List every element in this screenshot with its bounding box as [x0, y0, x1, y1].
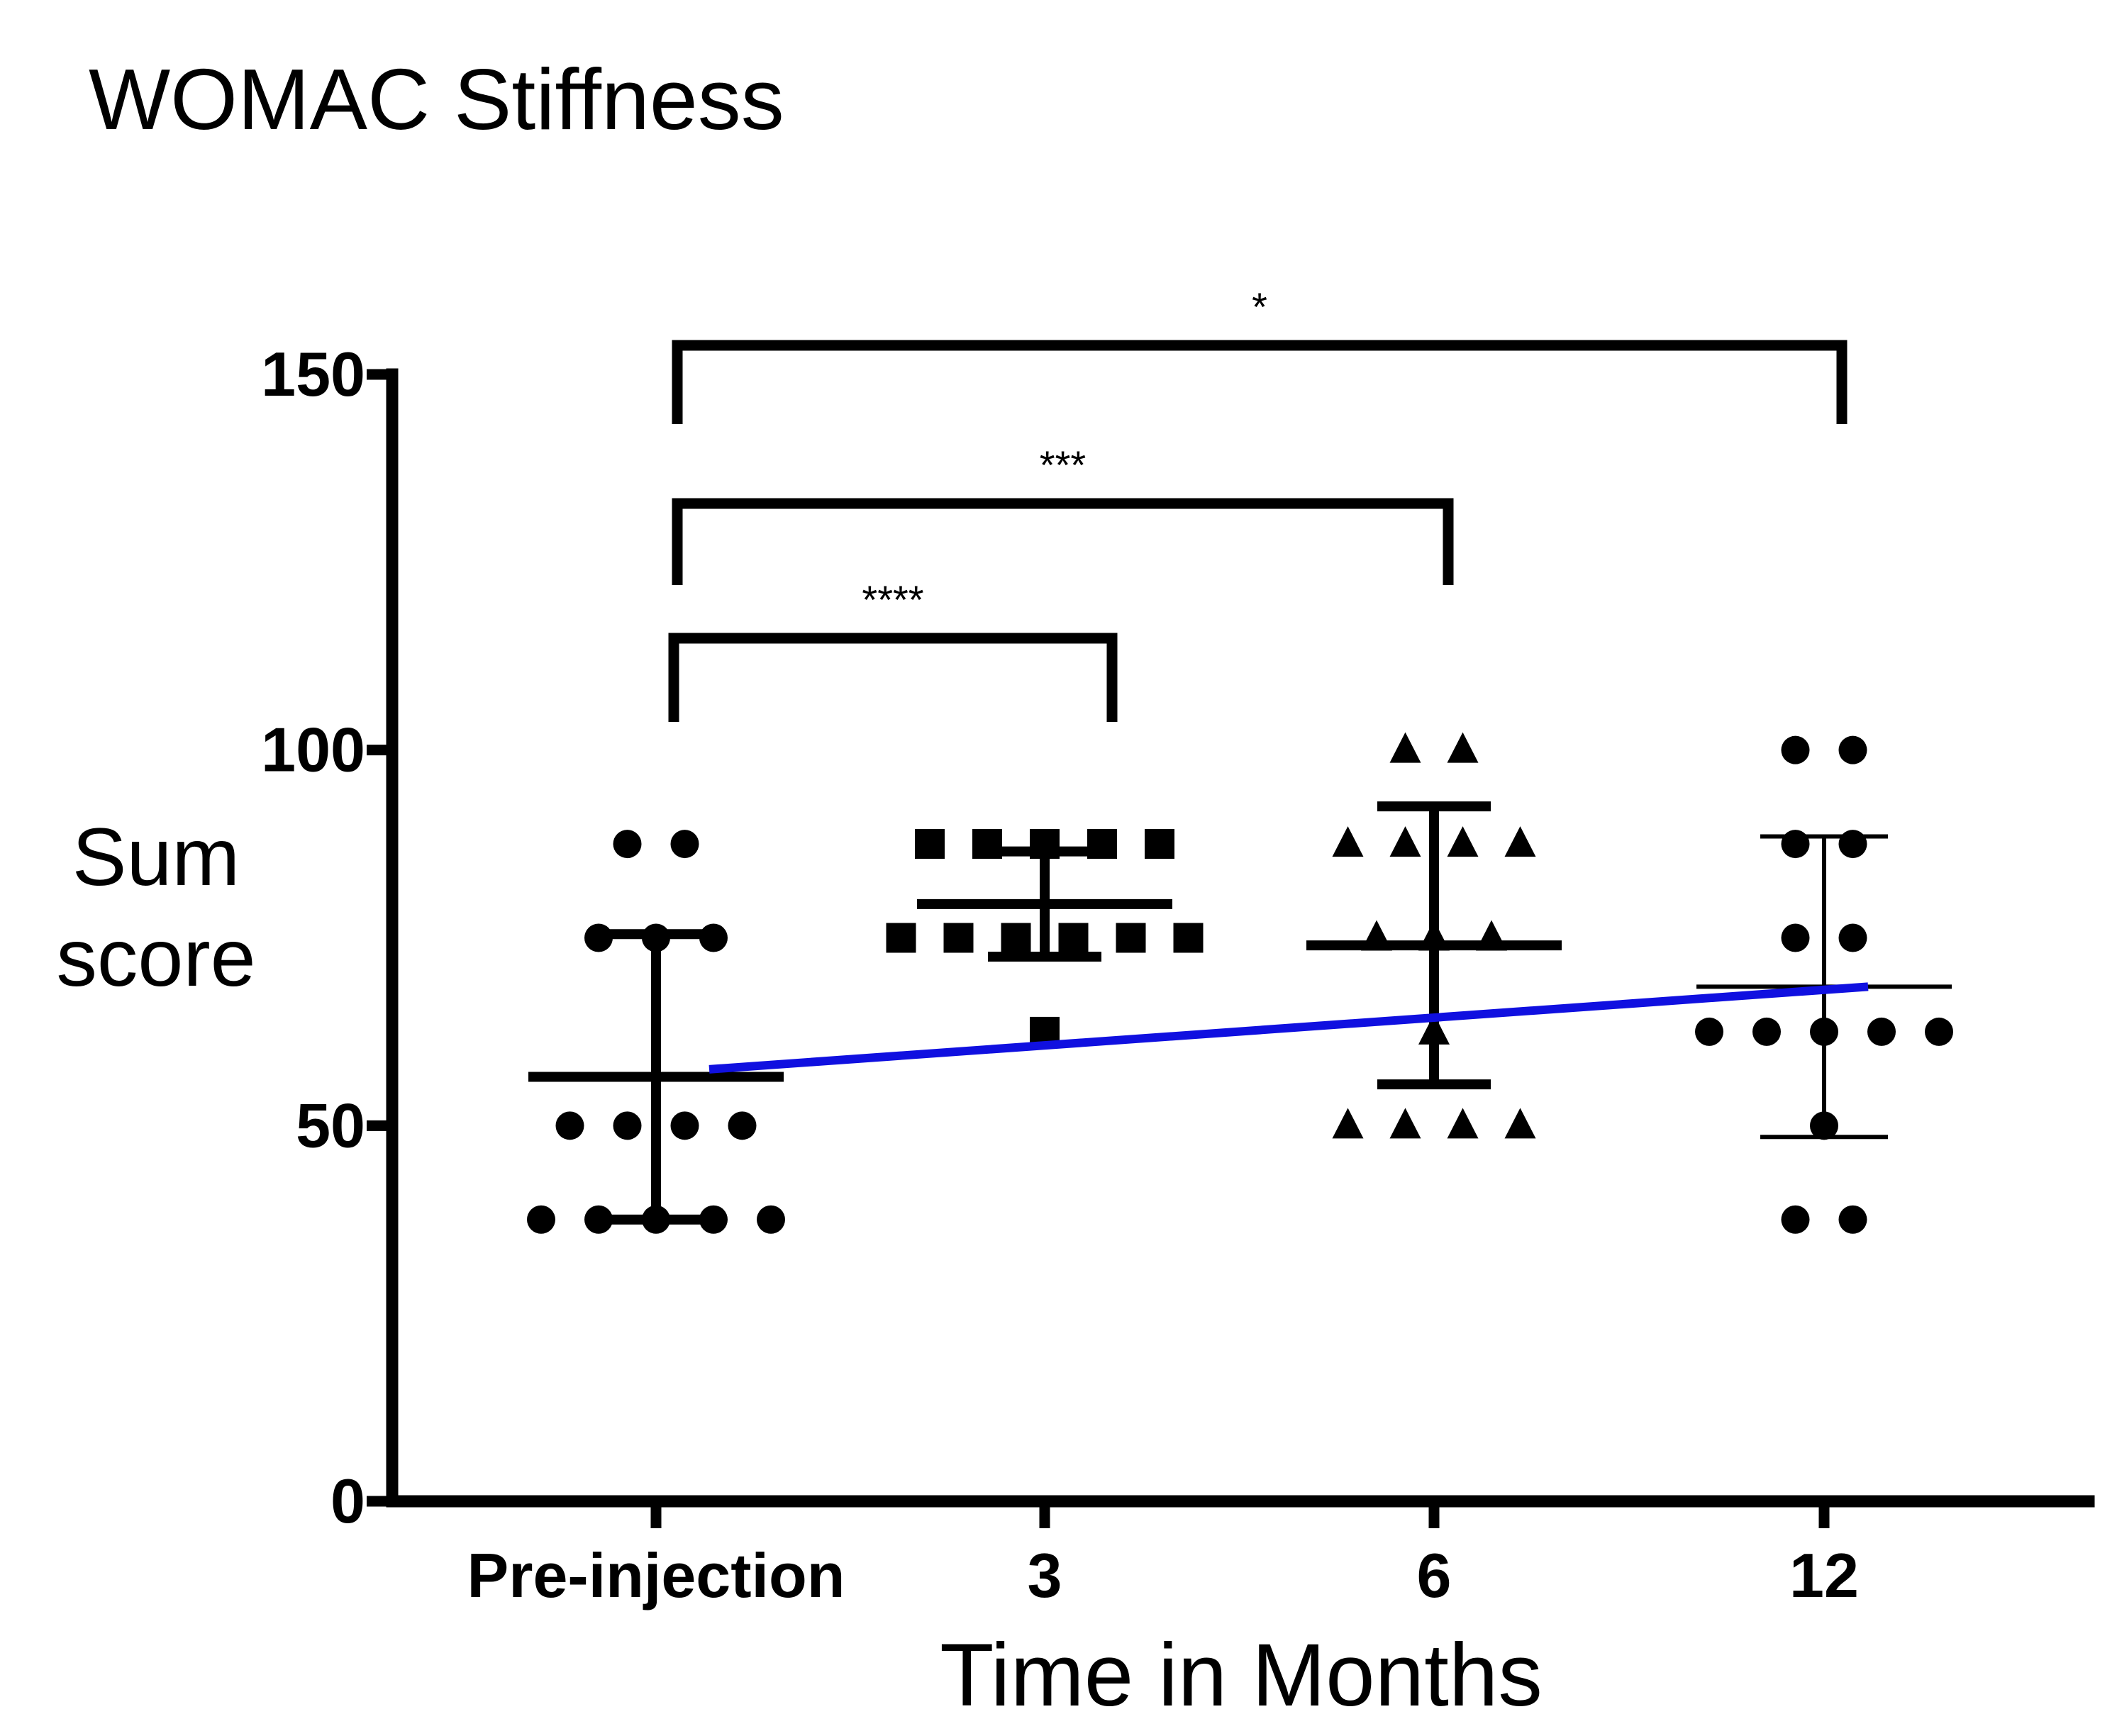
data-point	[943, 923, 974, 953]
data-points	[527, 732, 1953, 1234]
data-point	[1838, 830, 1867, 859]
data-point	[1001, 923, 1031, 953]
data-point	[886, 923, 916, 953]
data-point	[584, 1205, 613, 1234]
data-point	[1838, 1205, 1867, 1234]
data-point	[1838, 735, 1867, 764]
data-point	[527, 1205, 555, 1234]
data-point	[555, 1111, 584, 1140]
data-point	[1867, 1017, 1896, 1046]
y-tick-label: 0	[330, 1466, 365, 1536]
data-point	[1058, 923, 1089, 953]
data-point	[1145, 829, 1174, 859]
data-point	[1838, 923, 1867, 952]
significance-bracket	[672, 340, 1847, 424]
significance-label: ****	[862, 577, 923, 622]
data-point	[1695, 1017, 1723, 1046]
x-tick-label: Pre-injection	[467, 1540, 845, 1610]
significance-label: ***	[1040, 443, 1086, 487]
significance-brackets: ********	[668, 284, 1847, 722]
y-axis-label-line1: Sum	[72, 812, 240, 903]
data-point	[1332, 826, 1364, 857]
data-point	[1781, 1205, 1810, 1234]
x-axis-label: Time in Months	[940, 1626, 1543, 1725]
axes: 0 50 100 150 Pre-injection 3 6 12	[261, 339, 2095, 1610]
data-point	[1447, 826, 1479, 857]
significance-label: *	[1252, 284, 1267, 329]
data-point	[670, 1111, 699, 1140]
y-tick-label: 50	[296, 1090, 365, 1160]
data-point	[1389, 1108, 1421, 1139]
y-tick-label: 150	[261, 339, 365, 409]
data-point	[1504, 1108, 1536, 1139]
data-point	[757, 1205, 785, 1234]
significance-bracket	[672, 498, 1454, 585]
data-point	[1447, 732, 1479, 763]
chart-title: WOMAC Stiffness	[89, 51, 784, 148]
data-point	[728, 1111, 757, 1140]
data-point	[613, 1111, 642, 1140]
significance-bracket	[668, 633, 1118, 722]
y-tick-label: 100	[261, 715, 365, 785]
data-point	[1389, 826, 1421, 857]
data-point	[1389, 732, 1421, 763]
data-point	[1781, 923, 1810, 952]
data-point	[670, 830, 699, 859]
trend-line	[709, 982, 1869, 1074]
x-tick-label: 12	[1789, 1540, 1859, 1610]
data-point	[1504, 826, 1536, 857]
data-point	[1116, 923, 1146, 953]
data-point	[1447, 1108, 1479, 1139]
data-point	[1781, 830, 1810, 859]
data-point	[915, 829, 945, 859]
error-bars	[528, 801, 1952, 1225]
trend-line-segment	[709, 982, 1869, 1074]
x-tick-label: 3	[1028, 1540, 1062, 1610]
data-point	[1781, 735, 1810, 764]
x-tick-label: 6	[1417, 1540, 1452, 1610]
data-point	[1752, 1017, 1781, 1046]
data-point	[1925, 1017, 1953, 1046]
y-axis-label-line2: score	[56, 913, 255, 1003]
data-point	[699, 1205, 728, 1234]
data-point	[1332, 1108, 1364, 1139]
data-point	[1173, 923, 1204, 953]
data-point	[613, 830, 642, 859]
